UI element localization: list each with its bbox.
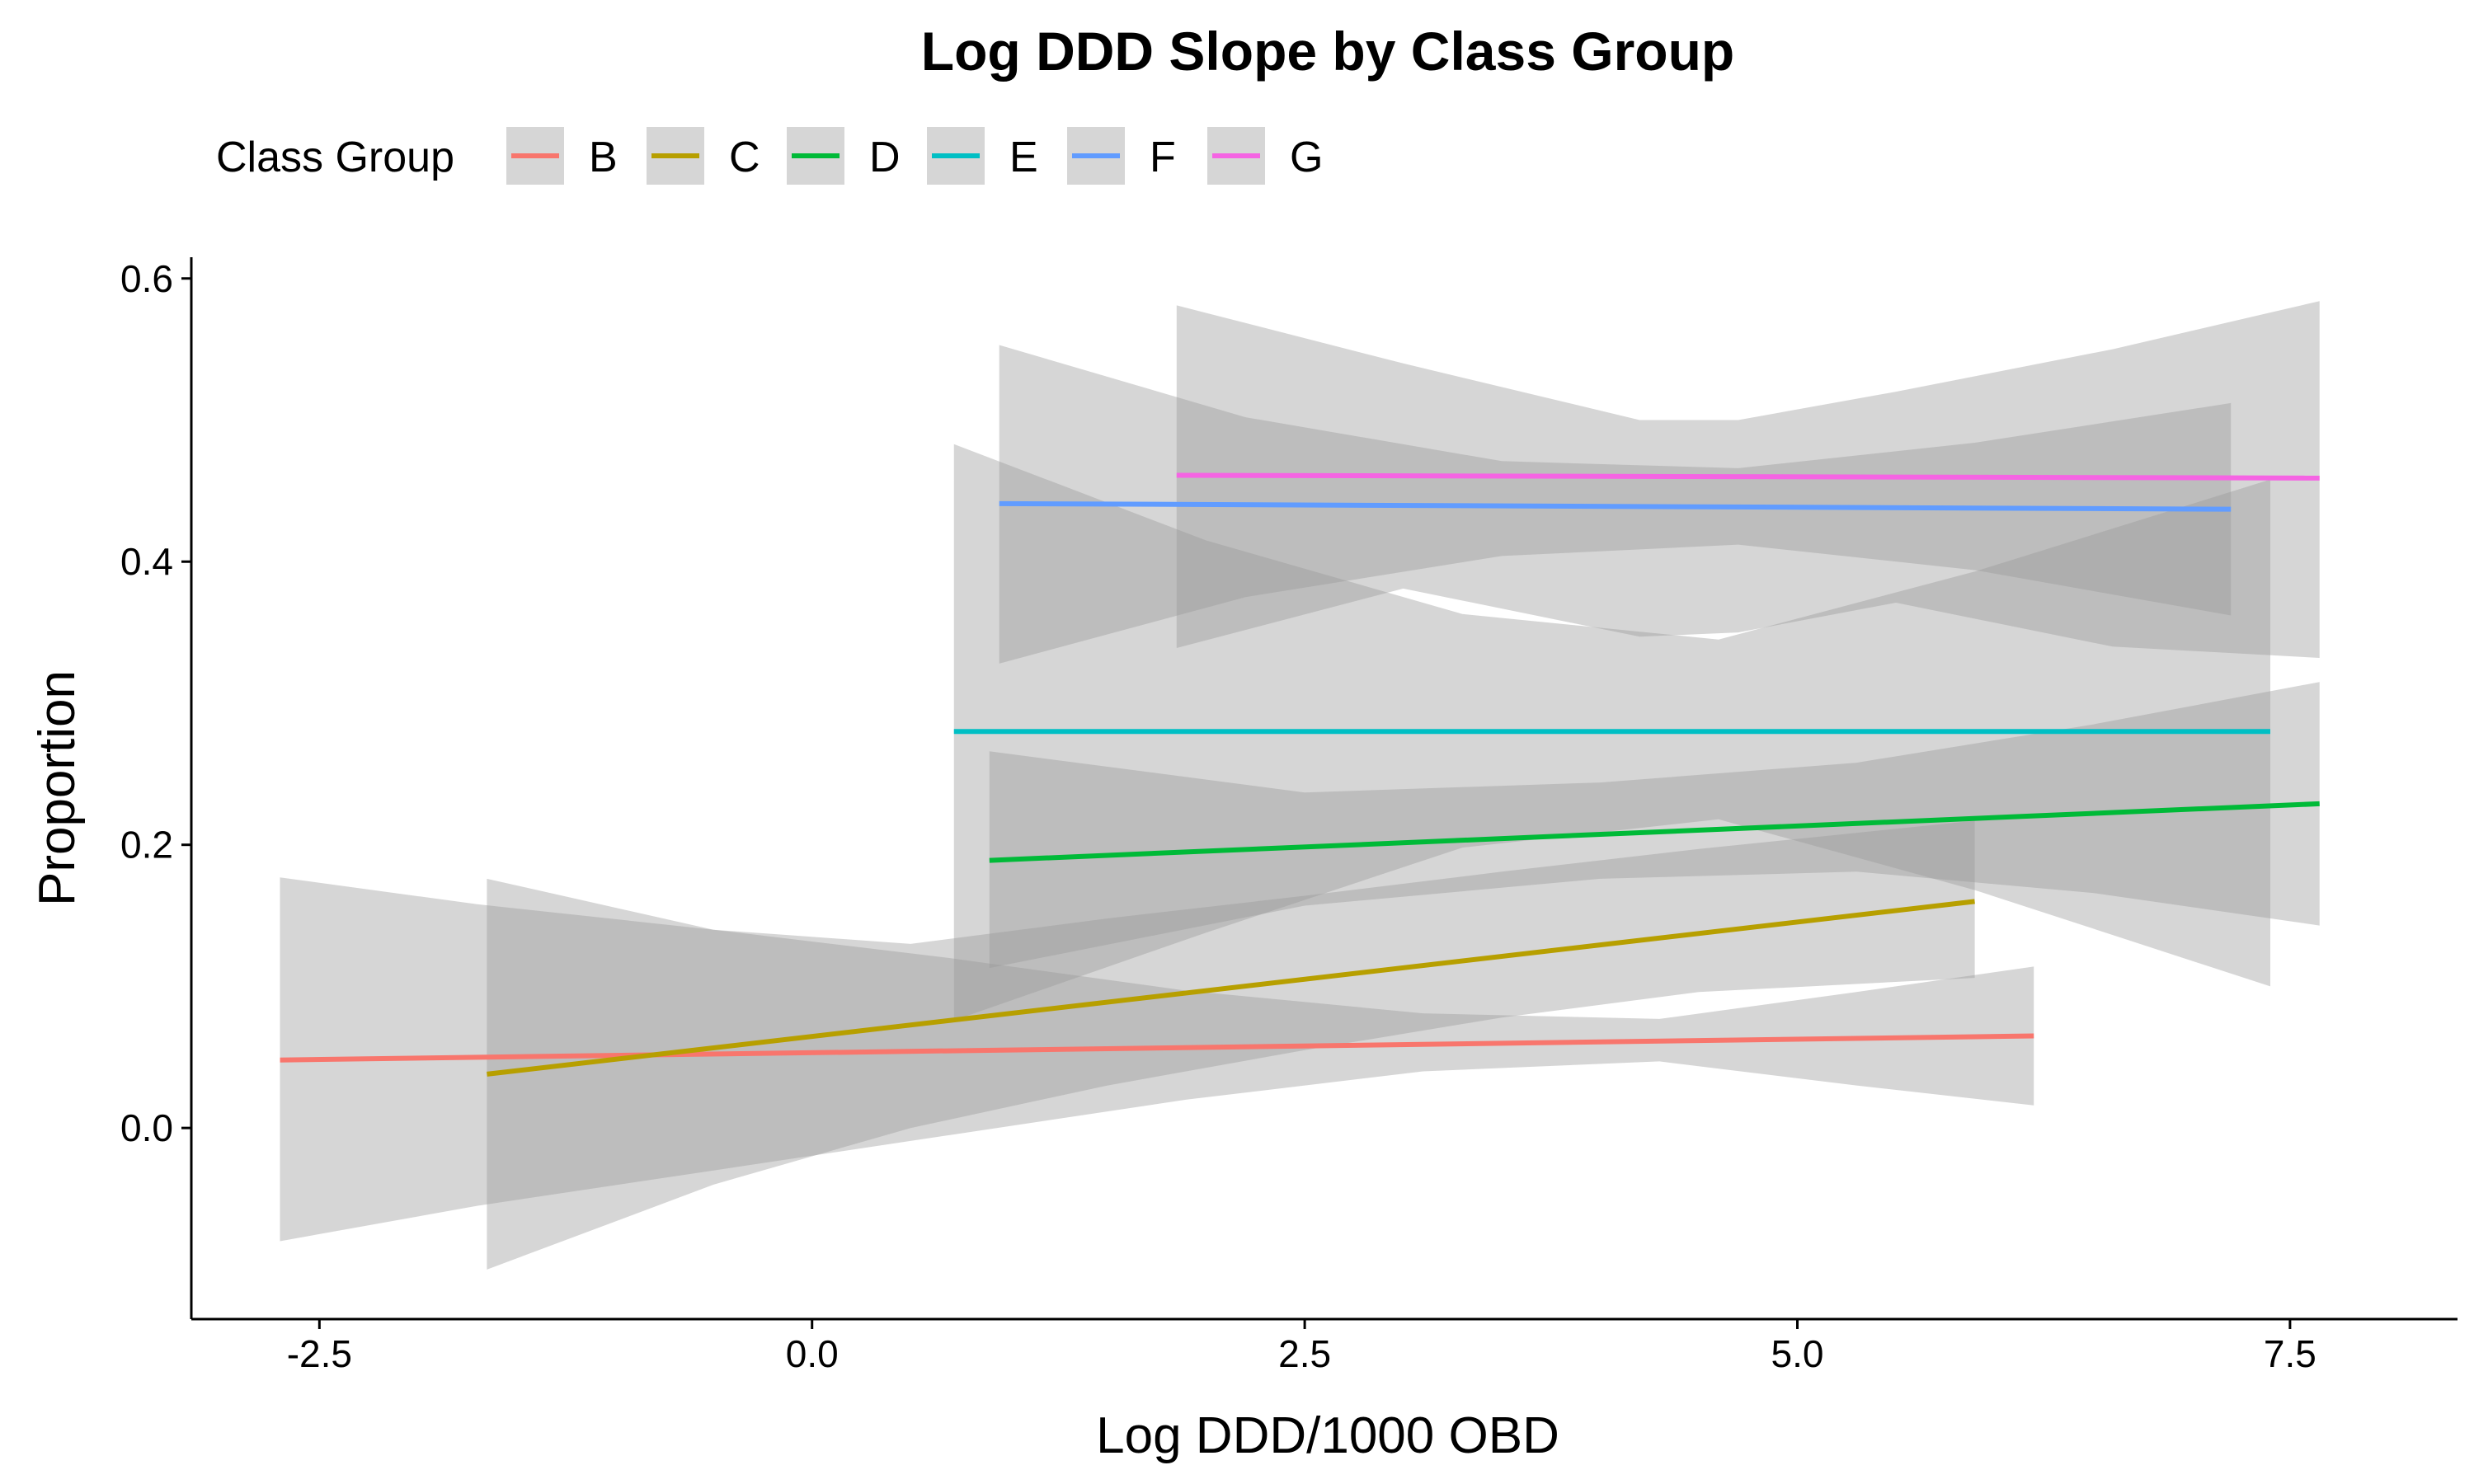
legend-label-c: C	[729, 134, 760, 181]
legend-label-g: G	[1290, 134, 1323, 181]
confidence-band-d	[989, 682, 2320, 969]
trend-line-g	[1176, 472, 2320, 481]
x-tick-label: 7.5	[2264, 1332, 2316, 1375]
x-tick-label: 2.5	[1278, 1332, 1331, 1375]
x-tick-label: 5.0	[1771, 1332, 1824, 1375]
x-tick-label: 0.0	[786, 1332, 839, 1375]
legend-title: Class Group	[216, 134, 454, 181]
y-ticks: 0.0 0.2 0.4 0.6	[120, 257, 191, 1149]
trend-line-c	[487, 899, 1975, 1077]
legend-label-e: E	[1009, 134, 1038, 181]
y-tick-label: 0.4	[120, 540, 173, 583]
trend-line-d	[989, 801, 2320, 863]
y-tick-label: 0.0	[120, 1106, 173, 1149]
confidence-band-g	[1176, 301, 2320, 658]
confidence-bands	[280, 301, 2320, 1270]
chart-title: Log DDD Slope by Class Group	[921, 21, 1734, 82]
legend: Class Group B C D E F G	[216, 127, 1323, 185]
trend-line-b	[280, 1033, 2034, 1063]
confidence-band-b	[280, 877, 2034, 1242]
x-tick-label: -2.5	[287, 1332, 352, 1375]
trend-lines	[280, 472, 2320, 1077]
x-ticks: -2.5 0.0 2.5 5.0 7.5	[287, 1319, 2316, 1375]
x-axis-title: Log DDD/1000 OBD	[1096, 1407, 1559, 1464]
y-tick-label: 0.6	[120, 257, 173, 300]
axes	[190, 257, 2458, 1321]
y-axis-title: Proportion	[29, 670, 86, 906]
trend-line-f	[999, 500, 2232, 512]
legend-label-d: D	[869, 134, 901, 181]
legend-label-b: B	[589, 134, 618, 181]
y-tick-label: 0.2	[120, 824, 173, 866]
legend-label-f: F	[1150, 134, 1176, 181]
